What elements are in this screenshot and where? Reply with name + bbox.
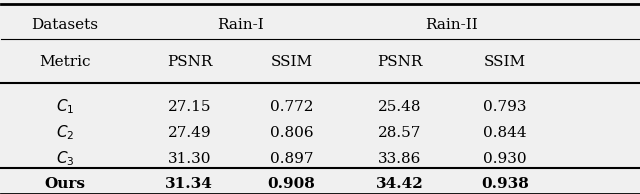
- Text: 0.844: 0.844: [483, 126, 527, 139]
- Text: Rain-I: Rain-I: [217, 18, 264, 32]
- Text: 0.930: 0.930: [483, 152, 527, 166]
- Text: 0.938: 0.938: [481, 178, 529, 191]
- Text: 28.57: 28.57: [378, 126, 421, 139]
- Text: $C_1$: $C_1$: [56, 98, 74, 116]
- Text: Ours: Ours: [45, 178, 86, 191]
- Text: 33.86: 33.86: [378, 152, 421, 166]
- Text: 31.34: 31.34: [165, 178, 213, 191]
- Text: PSNR: PSNR: [377, 55, 422, 69]
- Text: 27.15: 27.15: [168, 100, 211, 114]
- Text: Datasets: Datasets: [31, 18, 99, 32]
- Text: 31.30: 31.30: [168, 152, 211, 166]
- Text: $C_2$: $C_2$: [56, 123, 74, 142]
- Text: 34.42: 34.42: [376, 178, 424, 191]
- Text: Metric: Metric: [40, 55, 91, 69]
- Text: SSIM: SSIM: [270, 55, 312, 69]
- Text: 0.897: 0.897: [269, 152, 313, 166]
- Text: 0.793: 0.793: [483, 100, 527, 114]
- Text: $C_3$: $C_3$: [56, 150, 74, 168]
- Text: 27.49: 27.49: [168, 126, 211, 139]
- Text: PSNR: PSNR: [166, 55, 212, 69]
- Text: SSIM: SSIM: [484, 55, 526, 69]
- Text: 0.772: 0.772: [269, 100, 313, 114]
- Text: 0.806: 0.806: [269, 126, 313, 139]
- Text: 25.48: 25.48: [378, 100, 421, 114]
- Text: 0.908: 0.908: [268, 178, 316, 191]
- Text: Rain-II: Rain-II: [426, 18, 478, 32]
